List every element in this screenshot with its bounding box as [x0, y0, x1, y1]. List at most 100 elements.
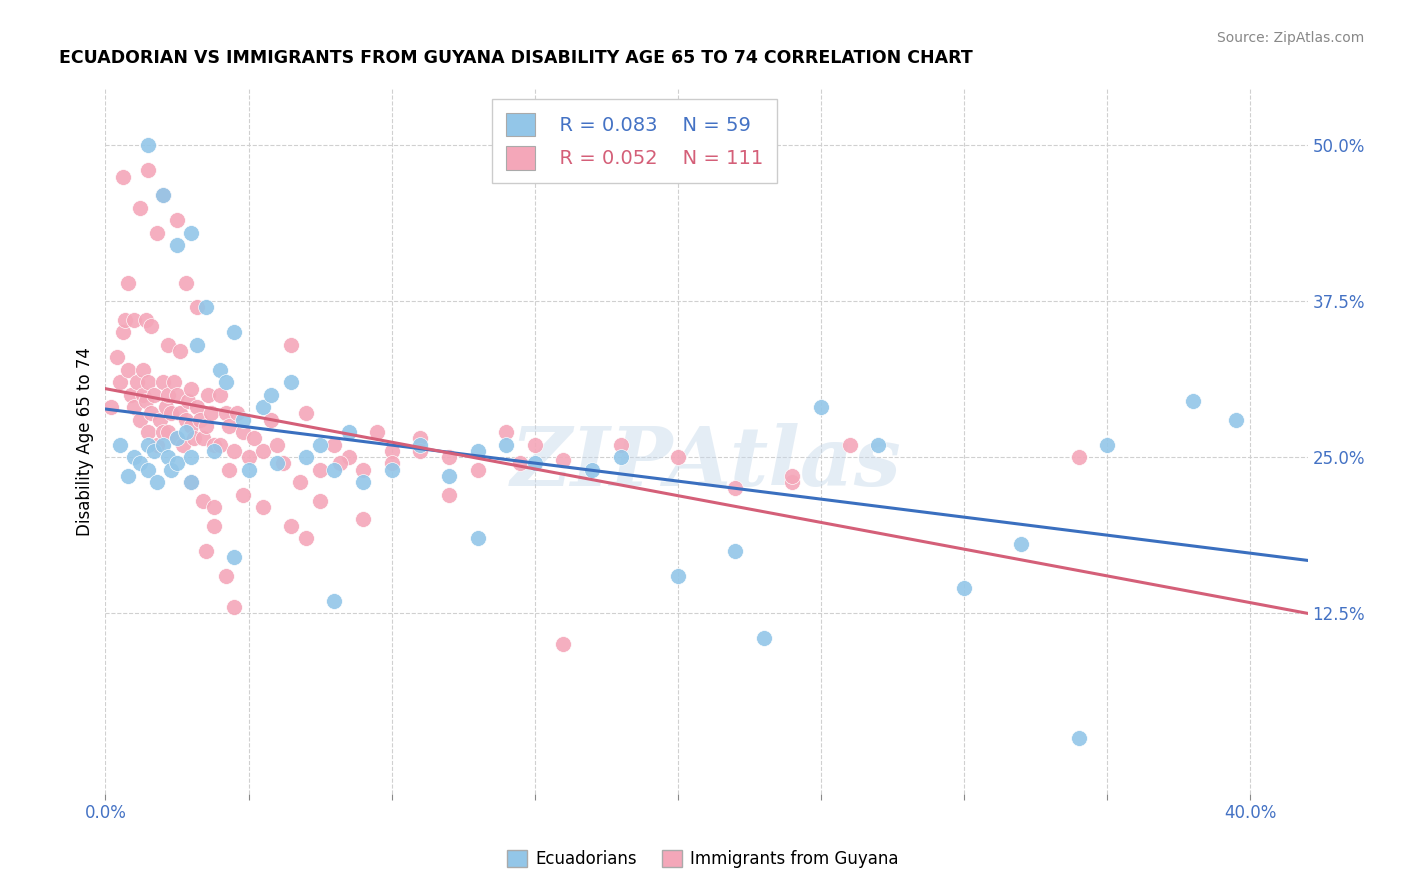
Point [172, 437, 194, 451]
Point [100, 401, 122, 415]
Point [191, 432, 214, 446]
Point [135, 394, 157, 409]
Point [252, 443, 274, 458]
Point [495, 425, 517, 440]
Point [724, 481, 747, 495]
Point [180, 382, 202, 396]
Point [149, 413, 172, 427]
Y-axis label: Disability Age 65 to 74: Disability Age 65 to 74 [76, 347, 94, 536]
Point [180, 419, 202, 434]
Point [117, 363, 139, 377]
Point [166, 456, 188, 470]
Point [128, 456, 150, 470]
Point [352, 475, 374, 489]
Point [114, 313, 136, 327]
Point [437, 487, 460, 501]
Point [194, 419, 217, 434]
Point [135, 313, 157, 327]
Point [266, 437, 288, 451]
Point [323, 462, 346, 476]
Point [409, 432, 432, 446]
Text: Source: ZipAtlas.com: Source: ZipAtlas.com [1216, 31, 1364, 45]
Point [202, 437, 225, 451]
Point [1225, 413, 1247, 427]
Point [467, 462, 489, 476]
Point [309, 437, 332, 451]
Point [252, 500, 274, 514]
Point [323, 593, 346, 607]
Point [214, 568, 236, 582]
Point [437, 450, 460, 464]
Point [180, 450, 202, 464]
Point [609, 437, 631, 451]
Point [152, 425, 174, 440]
Point [509, 456, 531, 470]
Point [138, 425, 160, 440]
Point [208, 363, 231, 377]
Point [238, 462, 260, 476]
Point [111, 169, 134, 184]
Text: ZIPAtlas: ZIPAtlas [510, 423, 903, 503]
Point [138, 376, 160, 390]
Point [752, 631, 775, 645]
Point [131, 388, 153, 402]
Point [186, 401, 208, 415]
Point [152, 437, 174, 451]
Legend: Ecuadorians, Immigrants from Guyana: Ecuadorians, Immigrants from Guyana [501, 843, 905, 875]
Point [138, 437, 160, 451]
Point [128, 413, 150, 427]
Point [366, 425, 388, 440]
Point [266, 456, 288, 470]
Point [238, 450, 260, 464]
Point [838, 437, 860, 451]
Point [868, 437, 890, 451]
Point [232, 425, 254, 440]
Point [166, 213, 188, 227]
Point [108, 437, 131, 451]
Point [467, 443, 489, 458]
Point [155, 401, 177, 415]
Point [152, 188, 174, 202]
Point [232, 487, 254, 501]
Point [166, 388, 188, 402]
Point [381, 456, 404, 470]
Point [197, 388, 219, 402]
Point [280, 338, 302, 352]
Point [553, 452, 575, 467]
Point [1010, 537, 1032, 551]
Point [183, 432, 205, 446]
Point [260, 413, 283, 427]
Point [1067, 731, 1090, 745]
Point [523, 437, 546, 451]
Point [352, 512, 374, 526]
Point [224, 326, 246, 340]
Point [141, 407, 163, 421]
Point [352, 462, 374, 476]
Point [200, 407, 222, 421]
Point [138, 163, 160, 178]
Point [495, 437, 517, 451]
Point [180, 226, 202, 240]
Point [143, 388, 166, 402]
Point [243, 432, 266, 446]
Point [323, 437, 346, 451]
Point [169, 407, 191, 421]
Point [782, 468, 804, 483]
Point [381, 443, 404, 458]
Point [437, 468, 460, 483]
Point [160, 462, 183, 476]
Point [143, 443, 166, 458]
Point [138, 462, 160, 476]
Point [174, 276, 197, 290]
Text: ECUADORIAN VS IMMIGRANTS FROM GUYANA DISABILITY AGE 65 TO 74 CORRELATION CHART: ECUADORIAN VS IMMIGRANTS FROM GUYANA DIS… [59, 49, 973, 67]
Point [224, 549, 246, 564]
Point [810, 401, 832, 415]
Point [163, 376, 186, 390]
Point [280, 376, 302, 390]
Point [174, 425, 197, 440]
Point [467, 531, 489, 545]
Point [186, 301, 208, 315]
Point [409, 443, 432, 458]
Point [553, 637, 575, 651]
Point [120, 388, 142, 402]
